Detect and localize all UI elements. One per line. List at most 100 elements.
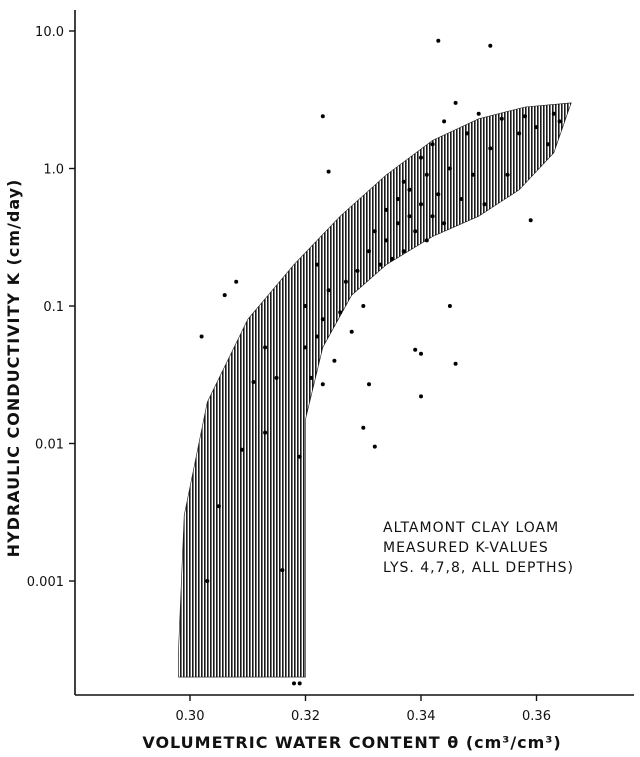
annotation: ALTAMONT CLAY LOAM MEASURED K-VALUES LYS… [383,520,574,576]
data-point [372,444,377,449]
data-point [315,334,320,339]
y-tick-label: 1.0 [43,163,64,178]
x-axis-ticks: 0.30 0.32 0.34 0.36 [176,695,551,724]
data-point [471,172,475,177]
data-point [263,430,268,435]
data-point [309,375,314,380]
x-axis-title: VOLUMETRIC WATER CONTENT θ (cm³/cm³) [142,733,561,752]
data-point [447,166,452,171]
data-point [384,238,389,243]
data-point [297,454,302,459]
data-point [419,202,423,207]
data-point [205,579,210,583]
data-point [303,304,308,308]
data-point [459,197,464,201]
data-point [401,249,406,254]
data-point [424,238,429,243]
data-point [367,249,371,254]
data-point [465,131,470,136]
data-point [557,119,562,124]
data-point [234,279,239,284]
data-point [320,317,325,322]
data-point [499,116,504,121]
x-tick-label: 0.30 [176,709,205,724]
data-point [332,358,337,363]
data-point [442,119,447,124]
data-point [424,172,429,177]
x-tick-label: 0.34 [407,709,436,724]
data-points [199,38,562,686]
data-point [343,279,348,284]
data-point [349,329,354,334]
data-point [390,256,395,261]
data-point [419,394,423,399]
data-point [326,288,331,293]
data-point [395,197,400,201]
data-point [378,262,383,267]
data-point [453,100,458,105]
x-tick-label: 0.32 [291,709,320,724]
data-point [442,221,447,226]
data-point [488,146,493,151]
data-point [320,382,325,387]
plot-area [178,38,572,686]
data-point [251,380,256,384]
data-point [199,334,204,339]
data-point [517,131,522,136]
data-point [320,114,325,119]
data-point [505,172,510,177]
data-point [367,382,371,387]
data-point [430,142,435,147]
data-point [453,361,458,366]
data-point [297,681,302,686]
data-point [523,114,527,119]
data-point [361,304,366,308]
data-point [384,207,389,212]
y-axis-title: HYDRAULIC CONDUCTIVITY K (cm/day) [4,179,23,558]
data-point [222,293,227,298]
data-point [546,142,550,147]
data-point [407,214,412,219]
data-point [447,304,452,308]
data-point [303,345,308,350]
data-point [430,214,435,219]
data-point [315,262,320,267]
data-point [395,221,400,226]
data-point [372,229,377,234]
data-point [240,447,244,452]
data-point [274,375,279,380]
data-point [263,345,268,350]
data-point [216,504,221,509]
data-point [292,681,296,686]
data-point [534,125,539,130]
annotation-line-2: MEASURED K-VALUES [383,540,549,556]
data-point [551,111,556,116]
data-point [488,43,493,48]
data-point [419,351,423,356]
data-point [413,229,418,234]
y-tick-label: 0.001 [27,575,64,590]
data-point [326,169,331,174]
data-point [476,111,481,116]
data-point [407,187,412,192]
data-point [482,202,487,207]
annotation-line-1: ALTAMONT CLAY LOAM [383,520,559,536]
y-tick-label: 0.01 [35,438,64,453]
annotation-line-3: LYS. 4,7,8, ALL DEPTHS) [383,560,574,576]
confidence-band [178,102,572,678]
x-tick-label: 0.36 [522,709,551,724]
data-point [401,179,406,184]
y-tick-label: 10.0 [35,25,64,40]
data-point [413,347,418,352]
data-point [528,218,533,223]
data-point [355,268,360,273]
data-point [419,155,423,160]
y-axis-ticks: 0.001 0.01 0.1 1.0 10.0 [27,25,75,590]
data-point [436,192,441,197]
data-point [338,310,343,315]
data-point [280,568,285,573]
data-point [361,425,366,430]
y-tick-label: 0.1 [43,300,64,315]
data-point [436,38,441,43]
